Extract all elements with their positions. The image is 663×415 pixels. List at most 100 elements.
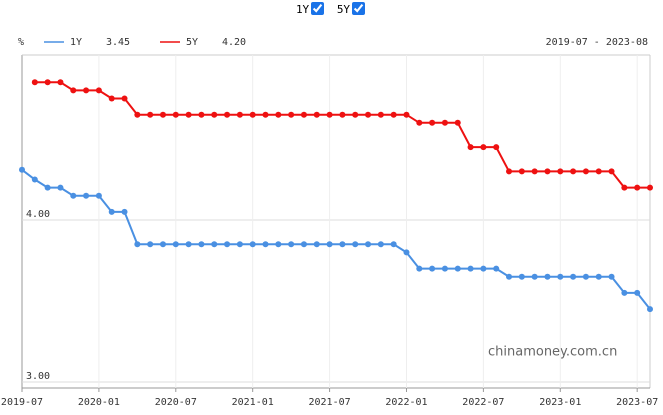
point: [134, 241, 141, 248]
point: [582, 273, 589, 280]
point: [403, 111, 410, 118]
point: [198, 111, 205, 118]
point: [647, 184, 653, 191]
point: [57, 79, 64, 86]
point: [467, 144, 474, 151]
point: [339, 241, 346, 248]
point: [313, 111, 320, 118]
point: [416, 265, 423, 272]
point: [518, 168, 525, 175]
point: [288, 111, 295, 118]
unit-label: %: [18, 37, 24, 48]
point: [582, 168, 589, 175]
point: [31, 79, 38, 86]
point: [339, 111, 346, 118]
x-tick-label: 2022-07: [462, 397, 504, 408]
point: [570, 273, 577, 280]
legend-name: 1Y: [70, 37, 82, 48]
legend-value: 3.45: [106, 37, 130, 48]
point: [108, 95, 115, 102]
point: [313, 241, 320, 248]
point: [506, 273, 513, 280]
point: [595, 273, 602, 280]
point: [134, 111, 141, 118]
point: [185, 111, 192, 118]
toggle-5y[interactable]: 5Y: [336, 2, 367, 16]
point: [19, 166, 25, 173]
point: [159, 241, 166, 248]
point: [121, 208, 128, 215]
point: [326, 111, 333, 118]
x-tick-label: 2021-07: [309, 397, 351, 408]
series-toggles: 1Y 5Y: [0, 0, 663, 22]
point: [31, 176, 38, 183]
point: [95, 192, 102, 199]
checkbox[interactable]: [352, 2, 366, 15]
y-tick-label: 4.00: [26, 209, 50, 220]
point: [352, 111, 359, 118]
point: [531, 273, 538, 280]
point: [300, 241, 307, 248]
point: [403, 249, 410, 256]
point: [416, 119, 423, 126]
legend-name: 5Y: [186, 37, 198, 48]
point: [390, 111, 397, 118]
point: [249, 241, 256, 248]
point: [224, 241, 231, 248]
point: [185, 241, 192, 248]
point: [441, 265, 448, 272]
point: [621, 184, 628, 191]
point: [262, 111, 269, 118]
point: [454, 265, 461, 272]
point: [121, 95, 128, 102]
point: [454, 119, 461, 126]
point: [300, 111, 307, 118]
point: [647, 306, 653, 313]
toggle-1y[interactable]: 1Y: [296, 2, 326, 16]
date-range: 2019-07 - 2023-08: [546, 37, 648, 48]
point: [365, 241, 372, 248]
point: [377, 111, 384, 118]
point: [275, 241, 282, 248]
point: [249, 111, 256, 118]
point: [544, 168, 551, 175]
x-tick-label: 2021-01: [232, 397, 274, 408]
x-tick-label: 2023-07: [616, 397, 658, 408]
point: [493, 265, 500, 272]
checkbox[interactable]: [311, 2, 325, 15]
point: [634, 289, 641, 296]
point: [608, 168, 615, 175]
point: [544, 273, 551, 280]
point: [108, 208, 115, 215]
point: [147, 111, 154, 118]
point: [352, 241, 359, 248]
point: [570, 168, 577, 175]
point: [595, 168, 602, 175]
point: [441, 119, 448, 126]
point: [83, 87, 90, 94]
point: [224, 111, 231, 118]
point: [506, 168, 513, 175]
point: [262, 241, 269, 248]
legend-value: 4.20: [222, 37, 246, 48]
point: [70, 192, 77, 199]
toggle-label: 5Y: [336, 3, 351, 16]
point: [493, 144, 500, 151]
point: [557, 168, 564, 175]
point: [57, 184, 64, 191]
y-tick-label: 3.00: [26, 371, 50, 382]
point: [326, 241, 333, 248]
point: [198, 241, 205, 248]
point: [211, 241, 218, 248]
point: [236, 241, 243, 248]
point: [83, 192, 90, 199]
x-tick-label: 2020-01: [78, 397, 120, 408]
point: [608, 273, 615, 280]
point: [377, 241, 384, 248]
x-tick-label: 2023-01: [539, 397, 581, 408]
point: [429, 265, 436, 272]
point: [480, 265, 487, 272]
point: [159, 111, 166, 118]
x-tick-label: 2020-07: [155, 397, 197, 408]
point: [467, 265, 474, 272]
